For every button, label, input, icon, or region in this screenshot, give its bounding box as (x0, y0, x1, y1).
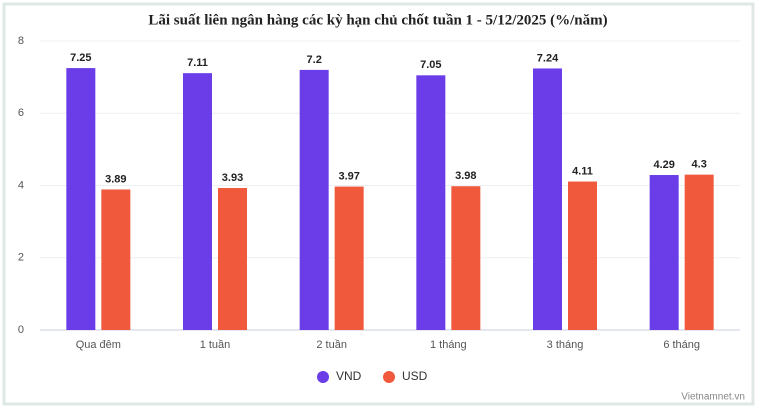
legend-label: USD (402, 369, 428, 383)
bar (451, 186, 481, 330)
value-label: 7.11 (187, 57, 208, 69)
x-tick-label: Qua đêm (76, 339, 121, 351)
bar (218, 188, 247, 330)
chart-title: Lãi suất liên ngân hàng các kỳ hạn chủ c… (148, 12, 607, 28)
x-tick-label: 1 tháng (430, 339, 467, 351)
x-tick-label: 6 tháng (663, 339, 700, 351)
value-label: 3.93 (222, 172, 243, 184)
value-label: 3.97 (338, 170, 359, 182)
bar (568, 181, 597, 330)
x-tick-label: 1 tuần (200, 339, 231, 351)
x-tick-label: 3 tháng (547, 339, 584, 351)
y-tick-label: 0 (18, 324, 24, 336)
value-label: 7.2 (307, 54, 322, 66)
bar (533, 68, 562, 330)
bar (416, 75, 446, 330)
bar (334, 186, 364, 330)
bar (299, 69, 329, 331)
bar (684, 174, 714, 330)
value-label: 4.29 (653, 159, 674, 171)
x-tick-label: 2 tuần (316, 339, 347, 351)
value-label: 7.24 (537, 52, 559, 64)
value-label: 7.25 (70, 52, 91, 64)
value-label: 3.89 (105, 173, 126, 185)
y-tick-label: 4 (18, 179, 24, 191)
value-label: 7.05 (420, 59, 441, 71)
y-tick-label: 6 (18, 107, 24, 119)
value-label: 4.11 (572, 165, 593, 177)
y-tick-label: 2 (18, 252, 24, 264)
legend-marker (383, 371, 395, 383)
bar (101, 189, 131, 330)
value-label: 3.98 (455, 170, 476, 182)
legend-marker (317, 371, 329, 383)
bar (649, 175, 679, 330)
bar (183, 73, 212, 331)
source: Vietnamnet.vn (681, 392, 745, 403)
value-label: 4.3 (692, 159, 707, 171)
y-tick-label: 8 (18, 35, 24, 47)
bar (66, 68, 96, 330)
legend-label: VND (336, 369, 362, 383)
